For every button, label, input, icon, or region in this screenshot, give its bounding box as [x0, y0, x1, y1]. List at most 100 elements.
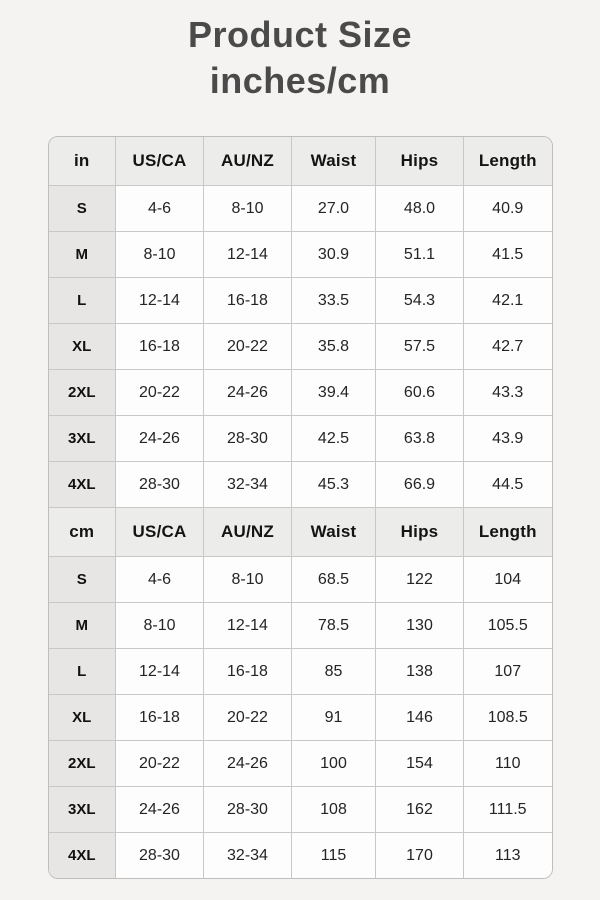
value-cell: 57.5: [375, 323, 464, 370]
header-row-in: in US/CA AU/NZ Waist Hips Length: [48, 137, 552, 186]
value-cell: 28-30: [115, 461, 204, 508]
table-row: S 4-6 8-10 68.5 122 104: [48, 556, 552, 603]
value-cell: 28-30: [203, 415, 292, 462]
page-title: Product Size inches/cm: [0, 0, 600, 104]
value-cell: 28-30: [115, 832, 204, 878]
value-cell: 24-26: [203, 369, 292, 416]
value-cell: 85: [291, 648, 376, 695]
header-cell: Length: [463, 137, 552, 186]
value-cell: 45.3: [291, 461, 376, 508]
value-cell: 66.9: [375, 461, 464, 508]
size-label-cell: 2XL: [48, 369, 116, 416]
value-cell: 138: [375, 648, 464, 695]
size-label-cell: 4XL: [48, 832, 116, 878]
table-row: 3XL 24-26 28-30 108 162 111.5: [48, 786, 552, 833]
size-label-cell: M: [48, 231, 116, 278]
value-cell: 24-26: [203, 740, 292, 787]
value-cell: 12-14: [115, 277, 204, 324]
header-cell: US/CA: [115, 137, 204, 186]
value-cell: 54.3: [375, 277, 464, 324]
value-cell: 44.5: [463, 461, 552, 508]
value-cell: 4-6: [115, 556, 204, 603]
header-cell: Waist: [291, 507, 376, 557]
value-cell: 35.8: [291, 323, 376, 370]
header-cell: in: [48, 137, 116, 186]
size-label-cell: 3XL: [48, 786, 116, 833]
value-cell: 24-26: [115, 415, 204, 462]
value-cell: 20-22: [203, 694, 292, 741]
size-label-cell: S: [48, 185, 116, 232]
value-cell: 68.5: [291, 556, 376, 603]
value-cell: 8-10: [115, 231, 204, 278]
table-row: 3XL 24-26 28-30 42.5 63.8 43.9: [48, 415, 552, 462]
header-cell: Waist: [291, 137, 376, 186]
value-cell: 43.3: [463, 369, 552, 416]
size-label-cell: 3XL: [48, 415, 116, 462]
value-cell: 115: [291, 832, 376, 878]
table-row: XL 16-18 20-22 91 146 108.5: [48, 694, 552, 741]
header-cell: US/CA: [115, 507, 204, 557]
header-cell: Length: [463, 507, 552, 557]
value-cell: 110: [463, 740, 552, 787]
value-cell: 170: [375, 832, 464, 878]
size-label-cell: 2XL: [48, 740, 116, 787]
size-label-cell: XL: [48, 323, 116, 370]
value-cell: 43.9: [463, 415, 552, 462]
value-cell: 146: [375, 694, 464, 741]
value-cell: 130: [375, 602, 464, 649]
size-label-cell: S: [48, 556, 116, 603]
value-cell: 12-14: [203, 602, 292, 649]
value-cell: 39.4: [291, 369, 376, 416]
value-cell: 104: [463, 556, 552, 603]
value-cell: 60.6: [375, 369, 464, 416]
page-title-line2: inches/cm: [209, 60, 391, 101]
value-cell: 108: [291, 786, 376, 833]
table-row: XL 16-18 20-22 35.8 57.5 42.7: [48, 323, 552, 370]
value-cell: 12-14: [203, 231, 292, 278]
size-table-body: in US/CA AU/NZ Waist Hips Length S 4-6 8-10 27.0 4…: [48, 137, 552, 878]
value-cell: 32-34: [203, 832, 292, 878]
table-row: M 8-10 12-14 78.5 130 105.5: [48, 602, 552, 649]
value-cell: 42.1: [463, 277, 552, 324]
table-row: 2XL 20-22 24-26 100 154 110: [48, 740, 552, 787]
value-cell: 20-22: [115, 740, 204, 787]
header-row-cm: cm US/CA AU/NZ Waist Hips Length: [48, 507, 552, 557]
value-cell: 111.5: [463, 786, 552, 833]
table-row: 4XL 28-30 32-34 45.3 66.9 44.5: [48, 461, 552, 508]
size-chart-card: in US/CA AU/NZ Waist Hips Length S 4-6 8-10 27.0 4…: [47, 136, 553, 879]
value-cell: 105.5: [463, 602, 552, 649]
value-cell: 113: [463, 832, 552, 878]
header-cell: AU/NZ: [203, 507, 292, 557]
value-cell: 33.5: [291, 277, 376, 324]
size-label-cell: 4XL: [48, 461, 116, 508]
size-label-cell: XL: [48, 694, 116, 741]
value-cell: 40.9: [463, 185, 552, 232]
value-cell: 48.0: [375, 185, 464, 232]
header-cell: Hips: [375, 137, 464, 186]
value-cell: 28-30: [203, 786, 292, 833]
value-cell: 8-10: [115, 602, 204, 649]
value-cell: 8-10: [203, 556, 292, 603]
value-cell: 16-18: [115, 323, 204, 370]
page-title-line1: Product Size: [187, 14, 413, 55]
header-cell: AU/NZ: [203, 137, 292, 186]
value-cell: 51.1: [375, 231, 464, 278]
value-cell: 162: [375, 786, 464, 833]
value-cell: 78.5: [291, 602, 376, 649]
value-cell: 107: [463, 648, 552, 695]
value-cell: 41.5: [463, 231, 552, 278]
value-cell: 30.9: [291, 231, 376, 278]
size-label-cell: L: [48, 648, 116, 695]
table-row: S 4-6 8-10 27.0 48.0 40.9: [48, 185, 552, 232]
value-cell: 63.8: [375, 415, 464, 462]
header-cell: Hips: [375, 507, 464, 557]
size-label-cell: L: [48, 277, 116, 324]
value-cell: 27.0: [291, 185, 376, 232]
value-cell: 42.5: [291, 415, 376, 462]
value-cell: 108.5: [463, 694, 552, 741]
value-cell: 122: [375, 556, 464, 603]
value-cell: 42.7: [463, 323, 552, 370]
header-cell: cm: [48, 507, 116, 557]
table-row: L 12-14 16-18 85 138 107: [48, 648, 552, 695]
value-cell: 100: [291, 740, 376, 787]
